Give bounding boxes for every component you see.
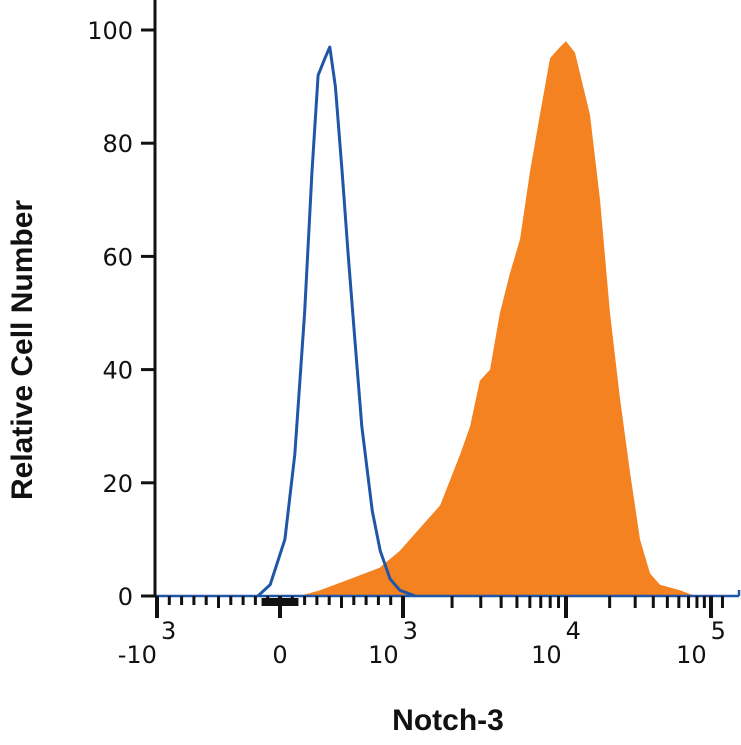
x-tick-label: 104 — [531, 617, 581, 669]
x-tick-exponent: 5 — [711, 617, 726, 645]
x-axis-title: Notch-3 — [392, 704, 504, 737]
x-tick-base: -10 — [118, 641, 157, 669]
x-tick-exponent: 3 — [403, 617, 418, 645]
y-tick-label: 80 — [102, 130, 133, 158]
x-tick-label: -103 — [118, 617, 176, 669]
x-tick-base: 10 — [368, 641, 399, 669]
y-tick-label: 40 — [102, 357, 133, 385]
x-tick-exponent: 4 — [566, 617, 581, 645]
x-tick-label: 105 — [676, 617, 726, 669]
outline-histogram-series — [256, 45, 416, 598]
x-tick-base: 0 — [272, 641, 287, 669]
x-tick-base: 10 — [531, 641, 562, 669]
y-axis-title: Relative Cell Number — [6, 200, 39, 500]
x-tick-exponent: 3 — [161, 617, 176, 645]
filled-histogram-series — [299, 41, 696, 597]
x-tick-label: 0 — [272, 641, 287, 669]
series-layer — [256, 41, 696, 598]
x-tick-label: 103 — [368, 617, 418, 669]
x-tick-base: 10 — [676, 641, 707, 669]
y-tick-label: 20 — [102, 470, 133, 498]
y-tick-label: 0 — [118, 583, 133, 611]
y-tick-label: 100 — [87, 17, 133, 45]
y-tick-label: 60 — [102, 243, 133, 271]
